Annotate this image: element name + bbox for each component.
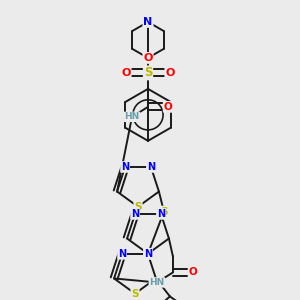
Text: O: O xyxy=(121,68,131,78)
Text: N: N xyxy=(157,209,165,219)
Text: S: S xyxy=(144,66,152,80)
Text: O: O xyxy=(164,102,172,112)
Text: N: N xyxy=(118,249,126,259)
Text: N: N xyxy=(147,162,155,172)
Text: N: N xyxy=(121,162,129,172)
Text: S: S xyxy=(144,249,152,259)
Text: HN: HN xyxy=(124,112,140,122)
Text: O: O xyxy=(143,53,153,63)
Text: S: S xyxy=(131,289,139,298)
Text: N: N xyxy=(144,249,152,259)
Text: O: O xyxy=(165,68,175,78)
Text: N: N xyxy=(143,17,153,27)
Text: HN: HN xyxy=(149,278,164,287)
Text: O: O xyxy=(188,268,197,278)
Text: N: N xyxy=(131,209,139,219)
Text: S: S xyxy=(134,202,142,212)
Text: S: S xyxy=(160,206,168,217)
